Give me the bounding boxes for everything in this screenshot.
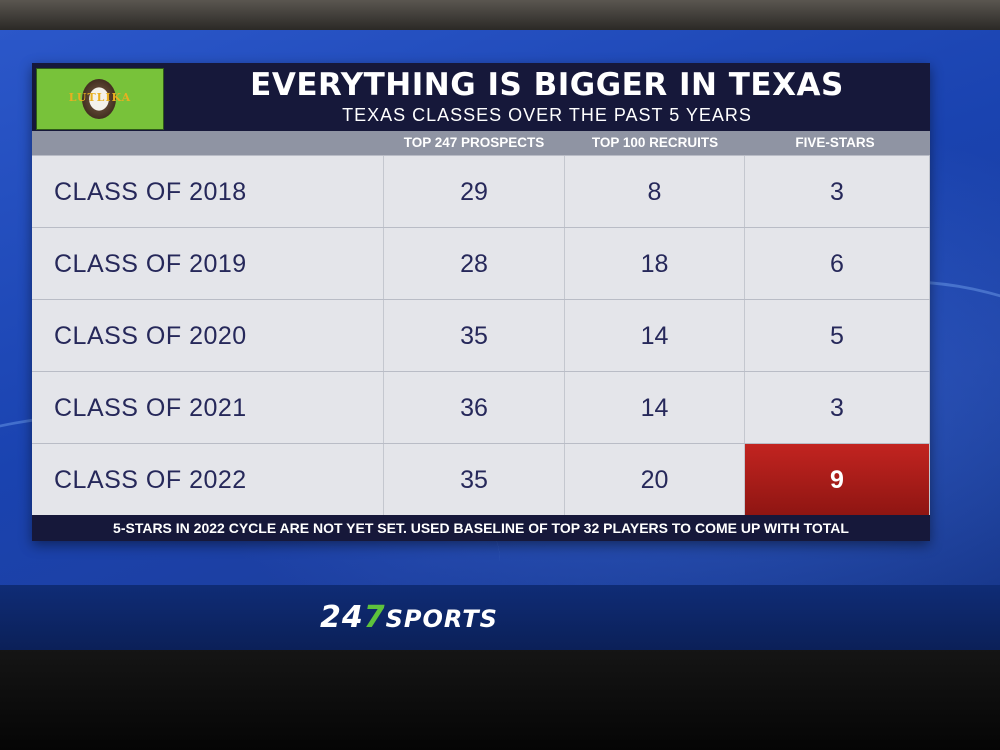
column-header-five-stars: FIVE-STARS [795, 135, 875, 150]
footnote: 5-STARS IN 2022 CYCLE ARE NOT YET SET. U… [32, 515, 930, 541]
row-label: CLASS OF 2018 [32, 156, 384, 228]
logo-text: LUTLIKA [68, 91, 132, 104]
logo-word-sports: SPORTS [385, 605, 498, 633]
table-row: CLASS OF 2019 28 18 6 [32, 227, 930, 300]
five-stars-value: 5 [745, 300, 930, 372]
lower-band [0, 585, 1000, 650]
five-stars-value: 3 [745, 372, 930, 444]
five-stars-value: 6 [745, 228, 930, 300]
five-stars-value-highlighted: 9 [745, 444, 930, 516]
table-row: CLASS OF 2020 35 14 5 [32, 299, 930, 372]
column-header-top100: TOP 100 RECRUITS [591, 135, 719, 150]
table-row: CLASS OF 2018 29 8 3 [32, 155, 930, 228]
show-logo: LUTLIKA [36, 68, 164, 130]
table-row: CLASS OF 2022 35 20 9 [32, 443, 930, 516]
tv-bezel-top [0, 0, 1000, 30]
row-label: CLASS OF 2019 [32, 228, 384, 300]
top100-value: 8 [565, 156, 745, 228]
logo-number-24: 24 [320, 600, 364, 635]
football-icon [82, 79, 116, 119]
row-label: CLASS OF 2020 [32, 300, 384, 372]
prospects-value: 28 [384, 228, 565, 300]
row-label: CLASS OF 2021 [32, 372, 384, 444]
graphic-title: EVERYTHING IS BIGGER IN TEXAS [250, 67, 844, 103]
top100-value: 18 [565, 228, 745, 300]
column-header-bar: TOP 247 PROSPECTS TOP 100 RECRUITS FIVE-… [32, 131, 930, 155]
row-label: CLASS OF 2022 [32, 444, 384, 516]
prospects-value: 36 [384, 372, 565, 444]
top100-value: 14 [565, 300, 745, 372]
top100-value: 20 [565, 444, 745, 516]
prospects-value: 35 [384, 444, 565, 516]
top100-value: 14 [565, 372, 745, 444]
prospects-value: 35 [384, 300, 565, 372]
table-row: CLASS OF 2021 36 14 3 [32, 371, 930, 444]
logo-number-7: 7 [363, 600, 386, 635]
tv-bezel-bottom [0, 650, 1000, 750]
column-header-prospects: TOP 247 PROSPECTS [403, 135, 545, 150]
prospects-value: 29 [384, 156, 565, 228]
graphic-header: LUTLIKA EVERYTHING IS BIGGER IN TEXAS TE… [32, 63, 930, 131]
graphic-subtitle: TEXAS CLASSES OVER THE PAST 5 YEARS [342, 105, 752, 125]
five-stars-value: 3 [745, 156, 930, 228]
247sports-logo: 247SPORTS [320, 600, 650, 640]
texas-classes-graphic: LUTLIKA EVERYTHING IS BIGGER IN TEXAS TE… [32, 63, 930, 541]
